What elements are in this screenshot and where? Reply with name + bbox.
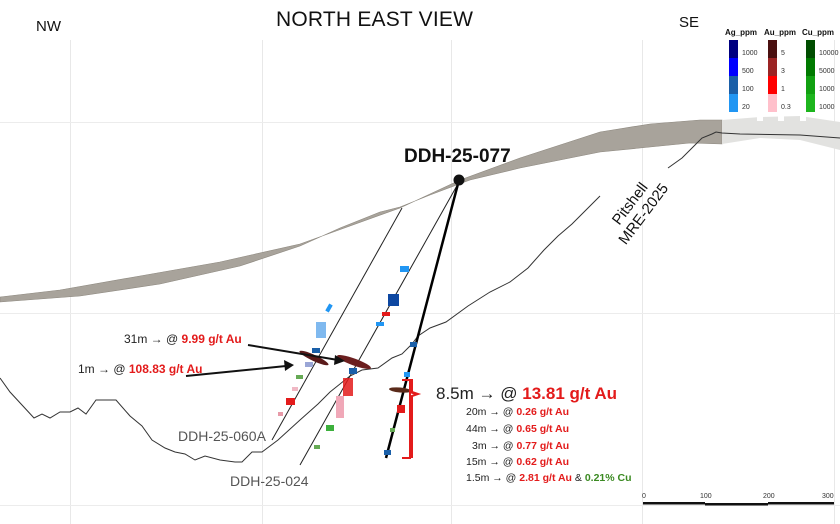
direction-nw-label: NW [36, 18, 61, 35]
legend-swatch [768, 40, 777, 58]
legend-swatch [729, 76, 738, 94]
annotation-sub: 1.5m → @ 2.81 g/t Au & 0.21% Cu [466, 472, 632, 484]
assay-markers-060a [278, 303, 333, 416]
drillhole-label-024: DDH-25-024 [230, 473, 309, 489]
drillhole-collar [453, 174, 465, 186]
legend-swatch [729, 58, 738, 76]
annotation-31m: 31m → @ 9.99 g/t Au [124, 332, 242, 346]
legend-swatch [768, 76, 777, 94]
grid-line [0, 122, 840, 123]
topography-surface [0, 119, 723, 303]
scale-bar [643, 502, 834, 506]
page-title: NORTH EAST VIEW [276, 8, 474, 31]
grid-line [834, 40, 835, 524]
legend-swatch [768, 94, 777, 112]
annotation-sub: 15m → @ 0.62 g/t Au [466, 456, 570, 468]
legend-swatch [806, 94, 815, 112]
scale-tick-label: 300 [822, 493, 834, 500]
drillhole-label-077: DDH-25-077 [404, 146, 511, 167]
legend-swatch [806, 76, 815, 94]
direction-se-label: SE [679, 14, 700, 31]
grid-line [451, 40, 452, 524]
grid-line [642, 40, 643, 524]
legend-swatch [768, 58, 777, 76]
assay-markers-024 [314, 266, 409, 449]
grid-line [0, 313, 840, 314]
annotation-sub: 3m → @ 0.77 g/t Au [472, 440, 570, 452]
legend-swatch [806, 58, 815, 76]
assay-markers-077 [384, 342, 417, 455]
scale-tick-label: 0 [642, 493, 646, 500]
annotation-1m: 1m → @ 108.83 g/t Au [78, 362, 203, 376]
legend-swatch [806, 40, 815, 58]
annotation-sub: 20m → @ 0.26 g/t Au [466, 406, 570, 418]
pitshell-outline [0, 131, 840, 463]
grid-line [70, 40, 71, 524]
legend-column-au: Au_ppm 5 3 1 0.3 [764, 28, 796, 112]
grid-line [262, 40, 263, 524]
grid-line [0, 505, 840, 506]
legend-column-ag: Ag_ppm 1000 500 100 20 [725, 28, 758, 112]
annotation-main-intercept: 8.5m → @ 13.81 g/t Au [436, 384, 618, 403]
legend-swatch [729, 94, 738, 112]
legend-swatch [729, 40, 738, 58]
scale-tick-label: 100 [700, 493, 712, 500]
annotation-sub: 44m → @ 0.65 g/t Au [466, 423, 570, 435]
scale-tick-label: 200 [763, 493, 775, 500]
drillhole-077-trace [384, 179, 461, 459]
legend-column-cu: Cu_ppm 10000 5000 1000 1000 [802, 28, 839, 112]
drillhole-label-060a: DDH-25-060A [178, 428, 266, 444]
assay-legend: Ag_ppm 1000 500 100 20 Au_ppm 5 3 1 0.3 … [722, 28, 840, 118]
